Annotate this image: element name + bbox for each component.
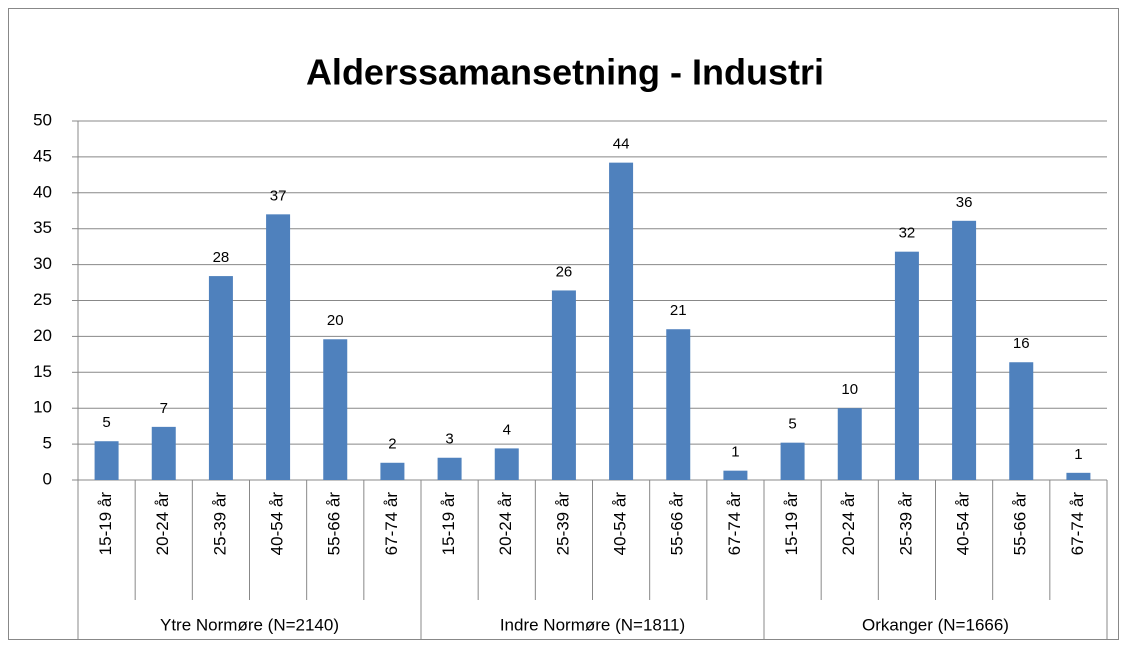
x-tick-label: 25-39 år — [896, 492, 915, 556]
y-tick-label: 25 — [33, 290, 52, 309]
group-label: Ytre Normøre (N=2140) — [160, 615, 339, 634]
value-label: 28 — [213, 249, 230, 266]
y-tick-label: 40 — [33, 182, 52, 201]
x-tick-label: 55-66 år — [325, 492, 344, 556]
value-label: 4 — [503, 421, 511, 438]
value-label: 26 — [556, 263, 573, 280]
bar — [94, 441, 119, 480]
bar — [609, 162, 634, 481]
x-tick-label: 15-19 år — [782, 492, 801, 556]
value-label: 1 — [731, 444, 739, 461]
value-label: 16 — [1013, 335, 1030, 352]
y-tick-label: 0 — [43, 469, 52, 488]
value-label: 32 — [899, 225, 916, 242]
bar — [208, 276, 233, 480]
x-tick-label: 67-74 år — [1068, 492, 1087, 556]
y-tick-label: 5 — [43, 434, 52, 453]
bar — [780, 442, 805, 480]
chart-title: Alderssamansetning - Industri — [306, 52, 824, 93]
x-tick-label: 15-19 år — [439, 492, 458, 556]
y-tick-label: 15 — [33, 362, 52, 381]
bar — [151, 426, 176, 480]
x-tick-label: 40-54 år — [611, 492, 630, 556]
y-tick-label: 30 — [33, 254, 52, 273]
y-tick-label: 35 — [33, 218, 52, 237]
y-tick-label: 45 — [33, 146, 52, 165]
bar — [323, 339, 348, 480]
bar — [1009, 362, 1034, 480]
bar — [666, 329, 691, 480]
y-tick-label: 50 — [33, 110, 52, 129]
x-tick-label: 20-24 år — [153, 492, 172, 556]
y-tick-label: 20 — [33, 326, 52, 345]
bar — [723, 470, 748, 480]
bar — [952, 220, 977, 480]
x-tick-label: 55-66 år — [1011, 492, 1030, 556]
bar — [380, 462, 405, 480]
x-tick-label: 67-74 år — [725, 492, 744, 556]
value-label: 5 — [788, 416, 796, 433]
value-label: 5 — [102, 414, 110, 431]
bar — [1066, 472, 1091, 480]
value-label: 36 — [956, 194, 973, 211]
x-tick-label: 25-39 år — [210, 492, 229, 556]
bar — [437, 457, 462, 480]
value-label: 44 — [613, 136, 630, 153]
value-label: 3 — [445, 431, 453, 448]
value-label: 10 — [841, 381, 858, 398]
x-tick-label: 55-66 år — [668, 492, 687, 556]
bar — [266, 214, 291, 480]
bar — [837, 408, 862, 480]
group-label: Orkanger (N=1666) — [862, 615, 1009, 634]
x-tick-label: 40-54 år — [268, 492, 287, 556]
value-label: 7 — [160, 400, 168, 417]
x-tick-label: 20-24 år — [496, 492, 515, 556]
y-tick-label: 10 — [33, 398, 52, 417]
value-label: 1 — [1074, 446, 1082, 463]
x-tick-label: 67-74 år — [382, 492, 401, 556]
bar — [494, 448, 519, 480]
value-label: 21 — [670, 302, 687, 319]
value-label: 37 — [270, 187, 287, 204]
value-label: 20 — [327, 312, 344, 329]
x-tick-label: 25-39 år — [553, 492, 572, 556]
value-label: 2 — [388, 436, 396, 453]
x-tick-label: 20-24 år — [839, 492, 858, 556]
x-tick-label: 15-19 år — [96, 492, 115, 556]
bar — [551, 290, 576, 480]
x-tick-label: 40-54 år — [954, 492, 973, 556]
bar — [894, 251, 919, 480]
group-label: Indre Normøre (N=1811) — [500, 615, 685, 634]
